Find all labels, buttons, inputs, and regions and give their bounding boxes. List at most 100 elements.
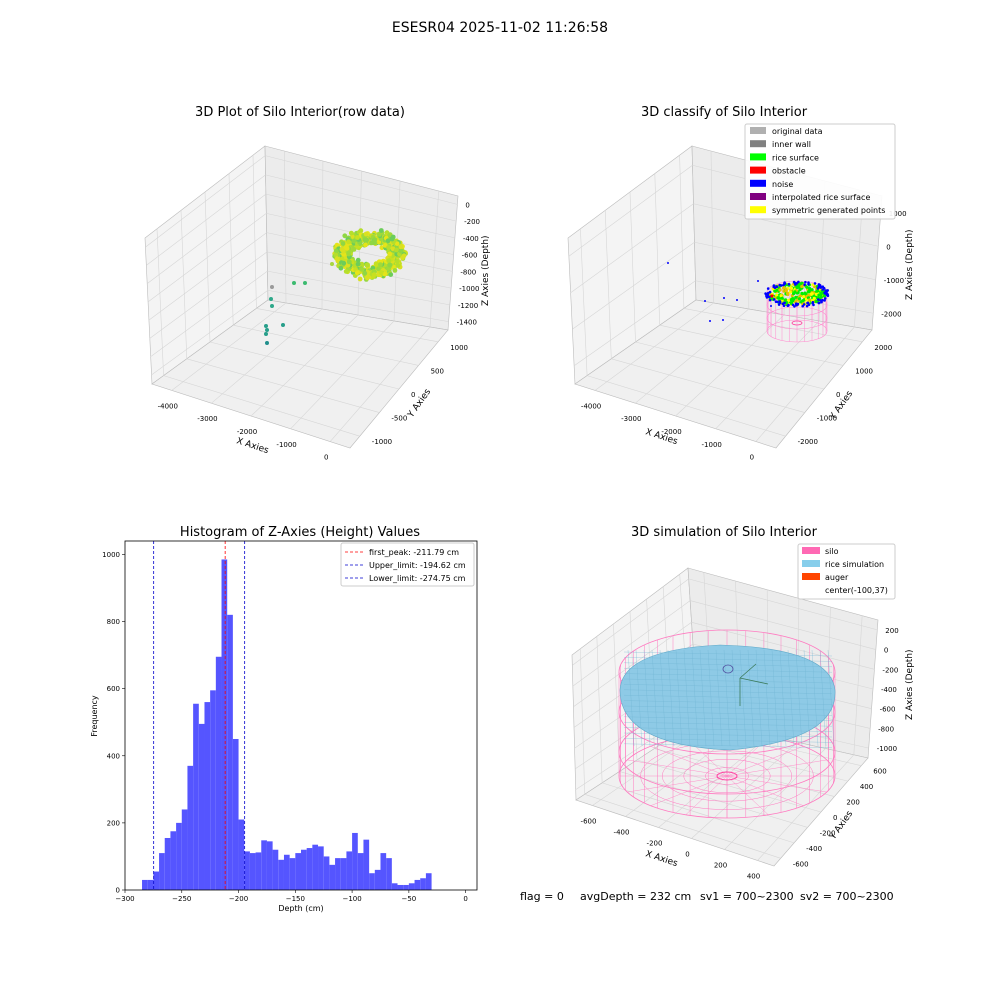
raw-point (264, 332, 268, 336)
hist-y-tick-label: 800 (107, 618, 120, 626)
footer-sv2: sv2 = 700~2300 (800, 890, 894, 903)
raw-point (333, 248, 339, 254)
sim-grid-line (572, 600, 691, 687)
cls-point (780, 296, 784, 300)
panel-simulation-3d: 3D simulation of Silo Interior -600-400-… (571, 525, 915, 881)
sim-rice-mesh-line (623, 700, 833, 705)
raw-point (269, 297, 273, 301)
sim-legend-swatch (802, 586, 820, 593)
hist-bar (329, 864, 336, 890)
cls-point (775, 288, 779, 292)
hist-bar (153, 871, 160, 890)
sim-y-label: Y Axies (828, 809, 856, 842)
raw-grid-line (321, 160, 324, 310)
raw-grid-line (148, 232, 267, 321)
cls-point (736, 299, 738, 301)
raw-point (265, 328, 269, 332)
raw-point-cloud (264, 228, 408, 345)
cls-point (722, 319, 724, 321)
cls-point (786, 291, 790, 296)
raw-z-tick-label: -1400 (457, 319, 477, 327)
raw-point (351, 238, 357, 244)
raw-point (355, 261, 361, 267)
cls-point (772, 298, 776, 301)
cls-grid-line (572, 242, 695, 330)
cls-floor-pane (574, 299, 873, 449)
cls-point (794, 295, 798, 299)
sim-silo-floor-spoke (726, 775, 804, 806)
sim-rice-mesh-line (779, 649, 787, 747)
cls-point (804, 280, 807, 284)
sim-rice-mesh-line (691, 649, 699, 747)
sim-floor-pane (575, 719, 869, 867)
sim-legend-label: rice simulation (825, 560, 884, 569)
hist-bar (187, 765, 194, 890)
cls-point (775, 285, 779, 289)
hist-y-tick-label: 200 (107, 819, 120, 827)
sim-rice-mesh-line (803, 649, 811, 747)
sim-rice-mesh-line (623, 695, 833, 700)
cls-grid-line (570, 203, 694, 293)
sim-rice-mesh-line (623, 743, 833, 748)
raw-grid-line (146, 174, 266, 266)
raw-z-tick-label: -800 (460, 268, 476, 276)
cls-point (800, 291, 804, 295)
sim-legend-swatch (802, 547, 820, 554)
cls-point (798, 288, 802, 292)
cls-legend-label: noise (772, 180, 793, 189)
cls-point (765, 295, 767, 297)
cls-point (800, 284, 804, 289)
raw-point (394, 259, 400, 264)
cls-point (817, 298, 820, 301)
hist-bar (374, 869, 381, 890)
raw-x-tick-label: 0 (324, 454, 328, 462)
raw-point (342, 233, 348, 239)
hist-bar (318, 846, 324, 891)
cls-point (782, 286, 786, 290)
raw-x-label: X Axies (235, 436, 270, 456)
cls-grid-line (611, 358, 805, 413)
raw-point (346, 259, 352, 265)
cls-x-ticks: -4000 -3000 -2000 -1000 0 (581, 402, 754, 461)
cls-grid-line (573, 280, 696, 366)
cls-point (807, 303, 811, 307)
cls-legend-box (744, 123, 896, 220)
raw-point (357, 276, 363, 282)
cls-point-cloud (667, 262, 830, 322)
sim-rice-mesh-line (623, 651, 833, 657)
sim-y-tick-label: 0 (833, 814, 837, 822)
cls-point (811, 300, 815, 304)
raw-z-ticks: 0 -200 -400 -600 -800 -1000 -1200 -1400 (457, 201, 480, 326)
cls-point (813, 282, 817, 285)
raw-z-tick-label: 0 (465, 201, 469, 209)
hist-x-tick-label: −100 (342, 895, 361, 903)
raw-point (369, 240, 374, 246)
cls-point (785, 301, 789, 305)
hist-bar (244, 851, 250, 890)
cls-point (788, 290, 792, 294)
hist-y-tick-label: 400 (107, 752, 120, 760)
cls-point (807, 283, 810, 286)
raw-grid-line (204, 191, 211, 343)
cls-y-tick-label: 0 (836, 391, 840, 399)
hist-legend-box (340, 542, 475, 587)
sim-rice-mesh-line (623, 727, 833, 732)
cls-point (825, 292, 829, 295)
panel-classify-3d: 3D classify of Silo Interior -4000-3000-… (567, 105, 915, 462)
sim-legend-box (797, 543, 896, 600)
sim-rice-mesh-line (707, 649, 715, 747)
sim-rice-mesh-line (623, 732, 833, 738)
raw-grid-line (163, 375, 360, 437)
cls-point (787, 282, 791, 286)
raw-grid-line (180, 210, 188, 359)
cls-point (779, 294, 783, 298)
cls-point (768, 298, 772, 302)
cls-point (797, 297, 802, 301)
sim-auger-circle (722, 664, 734, 674)
cls-point (784, 289, 788, 293)
sim-y-tick-label: -400 (806, 845, 822, 853)
cls-z-label: Z Axies (Depth) (905, 229, 915, 300)
cls-x-tick-label: 0 (750, 454, 754, 462)
cls-legend-swatch (750, 127, 766, 134)
